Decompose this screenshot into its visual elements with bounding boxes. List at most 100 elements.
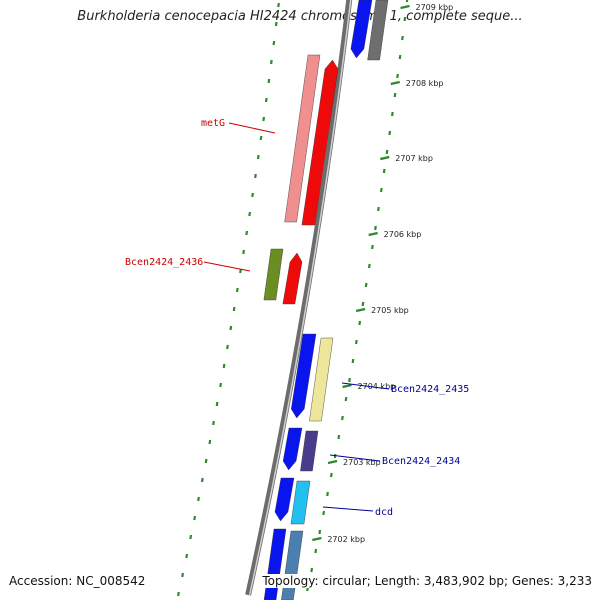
tick-dot-left bbox=[267, 78, 271, 84]
gene-label: Bcen2424_2434 bbox=[382, 456, 460, 467]
major-tick bbox=[368, 231, 378, 237]
tick-dot-left bbox=[277, 2, 280, 8]
tick-dot-right bbox=[374, 225, 377, 231]
accession-label: Accession: NC_008542 bbox=[9, 574, 146, 588]
tick-dot-left bbox=[235, 287, 239, 293]
major-tick bbox=[312, 536, 322, 542]
tick-dot-left bbox=[272, 40, 276, 46]
tick-dot-right bbox=[403, 16, 407, 22]
tick-dot-left bbox=[200, 477, 204, 483]
tick-label: 2707 kbp bbox=[395, 154, 433, 163]
gene-label: metG bbox=[201, 118, 225, 129]
tick-dot-left bbox=[229, 325, 233, 331]
tick-dot-right bbox=[358, 320, 362, 326]
metG-pink bbox=[284, 54, 321, 223]
tick-dot-right bbox=[314, 548, 318, 554]
gene-label-leader bbox=[322, 506, 374, 512]
red-cds-2436 bbox=[282, 252, 303, 305]
gene-label-leader bbox=[228, 122, 276, 134]
tick-label: 2708 kbp bbox=[406, 79, 444, 88]
cyan-cds-dcd bbox=[290, 480, 311, 525]
major-tick bbox=[355, 307, 366, 313]
tick-dot-left bbox=[264, 97, 268, 103]
blue-cds-top bbox=[350, 0, 373, 59]
blue-cds-2704 bbox=[291, 333, 317, 419]
tick-dot-left bbox=[254, 173, 257, 179]
gene-label-leader bbox=[341, 382, 390, 390]
tick-dot-left bbox=[232, 306, 236, 312]
tick-label: 2704 kbp bbox=[358, 382, 396, 391]
tick-dot-left bbox=[185, 553, 189, 559]
tick-dot-right bbox=[322, 510, 326, 516]
blue-cds-dcd bbox=[274, 477, 295, 522]
tick-dot-right bbox=[341, 415, 344, 421]
tick-dot-left bbox=[212, 420, 215, 426]
tick-label: 2706 kbp bbox=[384, 230, 422, 239]
tick-dot-right bbox=[388, 130, 392, 136]
tick-dot-right bbox=[351, 358, 355, 364]
blue-cds-2703 bbox=[282, 427, 303, 471]
tick-dot-right bbox=[398, 54, 402, 60]
metG-red bbox=[301, 59, 339, 226]
tick-dot-left bbox=[245, 230, 249, 236]
tick-dot-left bbox=[251, 192, 254, 198]
tick-dot-left bbox=[270, 59, 273, 65]
tick-dot-left bbox=[248, 211, 252, 217]
gene-label: Bcen2424_2435 bbox=[391, 384, 469, 395]
tick-dot-right bbox=[318, 529, 322, 535]
tick-label: 2705 kbp bbox=[371, 306, 409, 315]
tick-dot-left bbox=[193, 515, 197, 521]
gene-label: dcd bbox=[375, 507, 393, 518]
tick-dot-right bbox=[371, 244, 374, 250]
tick-label: 2702 kbp bbox=[327, 535, 365, 544]
tick-dot-right bbox=[364, 282, 368, 288]
tick-dot-left bbox=[259, 135, 263, 141]
tick-dot-right bbox=[344, 396, 348, 402]
tick-dot-left bbox=[262, 116, 266, 122]
yellow-cds-2435 bbox=[309, 337, 334, 422]
tick-dot-left bbox=[189, 534, 193, 540]
purple-cds-2434 bbox=[300, 430, 319, 472]
tick-dot-right bbox=[393, 92, 397, 98]
olive-cds bbox=[263, 248, 284, 301]
major-tick bbox=[327, 459, 338, 465]
tick-dot-right bbox=[405, 0, 409, 3]
major-tick bbox=[390, 80, 401, 86]
tick-dot-left bbox=[222, 363, 226, 369]
tick-dot-left bbox=[197, 496, 200, 502]
map-title: Burkholderia cenocepacia HI2424 chromoso… bbox=[77, 9, 523, 24]
gene-label-leader bbox=[329, 454, 381, 462]
tick-dot-right bbox=[348, 377, 351, 383]
tick-dot-left bbox=[226, 344, 229, 350]
tick-dot-right bbox=[361, 301, 365, 307]
tick-dot-right bbox=[310, 567, 314, 573]
major-tick bbox=[342, 383, 352, 389]
tick-dot-left bbox=[177, 591, 180, 597]
genome-summary: Topology: circular; Length: 3,483,902 bp… bbox=[259, 574, 592, 588]
tick-dot-left bbox=[215, 401, 219, 407]
backbone-highlight bbox=[248, 0, 352, 596]
tick-dot-left bbox=[242, 249, 246, 255]
tick-dot-right bbox=[337, 434, 341, 440]
tick-dot-right bbox=[367, 263, 371, 269]
tick-dot-left bbox=[219, 382, 222, 388]
steelblue-cds-bottom bbox=[281, 530, 304, 600]
tick-dot-left bbox=[181, 572, 184, 578]
gene-label-leader bbox=[203, 261, 251, 272]
tick-label: 2703 kbp bbox=[343, 458, 381, 467]
tick-label: 2709 kbp bbox=[415, 3, 453, 12]
tick-dot-left bbox=[274, 21, 278, 27]
tick-dot-right bbox=[382, 168, 386, 174]
backbone-outline bbox=[245, 0, 353, 596]
tick-dot-right bbox=[401, 35, 404, 41]
tick-dot-right bbox=[396, 73, 399, 79]
grey-cds-top bbox=[367, 0, 389, 61]
major-tick bbox=[400, 4, 410, 10]
major-tick bbox=[380, 155, 390, 161]
tick-dot-right bbox=[354, 339, 358, 345]
tick-dot-right bbox=[326, 491, 329, 497]
tick-dot-right bbox=[379, 187, 383, 193]
tick-dot-left bbox=[256, 154, 260, 160]
tick-dot-right bbox=[329, 472, 333, 478]
